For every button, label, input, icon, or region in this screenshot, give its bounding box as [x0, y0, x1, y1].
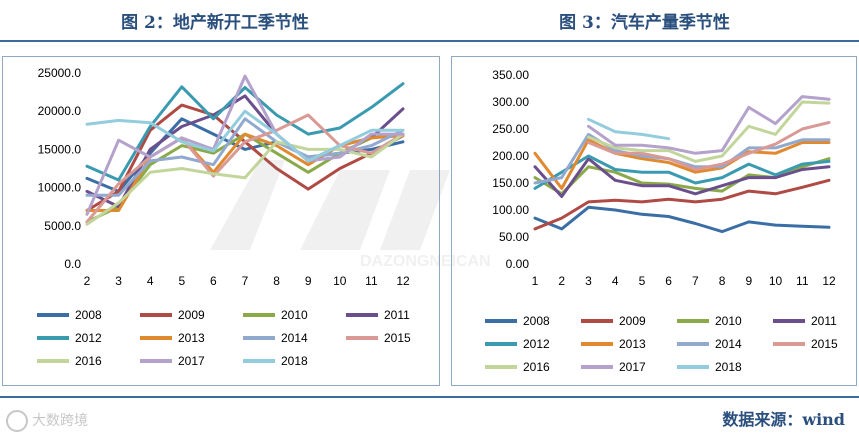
legend-label-2013: 2013	[619, 337, 646, 351]
series-line-2013	[85, 132, 405, 212]
x-tick-label: 3	[115, 274, 122, 288]
y-tick-label: 0.00	[506, 257, 530, 271]
x-tick-label: 2	[84, 274, 91, 288]
series-line-2017	[587, 95, 831, 155]
y-tick-label: 300.00	[492, 95, 529, 109]
housing-starts-chart: 0.0 5000.0 10000.0 15000.0 20000.0 25000.0 2 3 4…	[37, 66, 411, 368]
x-tick-label: 10	[769, 274, 783, 288]
x-tick-label: 11	[365, 274, 378, 288]
y-tick-label: 5000.0	[44, 219, 81, 233]
y-tick-label: 250.00	[492, 122, 529, 136]
legend-label-2012: 2012	[523, 337, 550, 351]
series-line-2018	[85, 109, 405, 163]
x-tick-label: 5	[639, 274, 646, 288]
series-line-2009	[533, 178, 831, 231]
series-line-2012	[85, 82, 405, 182]
legend-label-2011: 2011	[811, 314, 837, 328]
auto-production-chart-panel: 0.00 50.00 100.00 150.00 200.00 250.00 300.00 3…	[451, 56, 857, 386]
watermark-logo: DAZONGNEICAN	[210, 160, 491, 270]
y-tick-label: 150.00	[492, 176, 529, 190]
brand-logo-icon	[6, 410, 28, 433]
x-tick-label: 4	[147, 274, 154, 288]
series-line-2016	[85, 132, 405, 226]
y-tick-label: 50.00	[499, 230, 529, 244]
x-tick-label: 7	[242, 274, 249, 288]
top-divider	[0, 40, 859, 42]
x-tick-label: 9	[745, 274, 752, 288]
legend-label-2012: 2012	[75, 331, 102, 345]
legend-label-2016: 2016	[75, 354, 102, 368]
legend-label-2008: 2008	[75, 308, 102, 322]
legend-label-2013: 2013	[178, 331, 205, 345]
legend-label-2015: 2015	[384, 331, 411, 345]
x-tick-label: 11	[796, 274, 809, 288]
x-tick-label: 5	[178, 274, 185, 288]
x-tick-label: 12	[822, 274, 836, 288]
legend-label-2010: 2010	[281, 308, 308, 322]
x-tick-label: 7	[692, 274, 699, 288]
legend-label-2011: 2011	[384, 308, 410, 322]
x-tick-label: 1	[532, 274, 539, 288]
x-tick-label: 8	[273, 274, 280, 288]
x-tick-label: 9	[305, 274, 312, 288]
x-tick-label: 12	[396, 274, 410, 288]
legend-label-2018: 2018	[715, 360, 742, 374]
series-line-2013	[533, 138, 831, 190]
y-tick-label: 10000.0	[38, 181, 82, 195]
x-tick-label: 8	[719, 274, 726, 288]
y-tick-label: 25000.0	[38, 66, 82, 80]
x-tick-label: 4	[612, 274, 619, 288]
watermark-text: DAZONGNEICAN	[360, 253, 491, 270]
right-chart-title: 图 3：汽车产量季节性	[559, 13, 730, 33]
legend-label-2009: 2009	[178, 308, 205, 322]
legend-label-2010: 2010	[715, 314, 742, 328]
series-line-2012	[533, 154, 831, 190]
legend-label-2016: 2016	[523, 360, 550, 374]
y-tick-label: 0.0	[64, 257, 81, 271]
y-tick-label: 200.00	[492, 149, 529, 163]
legend-label-2015: 2015	[811, 337, 838, 351]
series-line-2015	[587, 121, 831, 171]
data-source: 数据来源：wind	[722, 410, 845, 429]
auto-production-chart: 0.00 50.00 100.00 150.00 200.00 250.00 300.00 3…	[485, 68, 838, 374]
x-tick-label: 2	[558, 274, 565, 288]
footer-brand: 大数跨境	[6, 410, 88, 433]
y-tick-label: 20000.0	[38, 104, 82, 118]
legend-label-2018: 2018	[281, 354, 308, 368]
series-line-2008	[533, 205, 831, 234]
x-tick-label: 10	[333, 274, 347, 288]
legend-label-2014: 2014	[715, 337, 742, 351]
series-line-2018	[587, 117, 671, 141]
legend-label-2014: 2014	[281, 331, 308, 345]
housing-starts-chart-panel: 0.0 5000.0 10000.0 15000.0 20000.0 25000.0 2 3 4…	[2, 56, 440, 386]
bottom-divider	[0, 396, 859, 398]
legend-label-2009: 2009	[619, 314, 646, 328]
x-tick-label: 6	[665, 274, 672, 288]
x-tick-label: 6	[210, 274, 217, 288]
left-chart-title: 图 2：地产新开工季节性	[121, 13, 309, 33]
footer-brand-text: 大数跨境	[32, 412, 88, 428]
series-line-2011	[533, 157, 831, 198]
series-line-2016	[587, 100, 831, 163]
y-tick-label: 350.00	[492, 68, 529, 82]
legend-label-2017: 2017	[619, 360, 646, 374]
series-line-2017	[85, 74, 405, 216]
legend-label-2017: 2017	[178, 354, 205, 368]
y-tick-label: 15000.0	[38, 142, 82, 156]
legend-label-2008: 2008	[523, 314, 550, 328]
y-tick-label: 100.00	[492, 203, 529, 217]
x-tick-label: 3	[585, 274, 592, 288]
